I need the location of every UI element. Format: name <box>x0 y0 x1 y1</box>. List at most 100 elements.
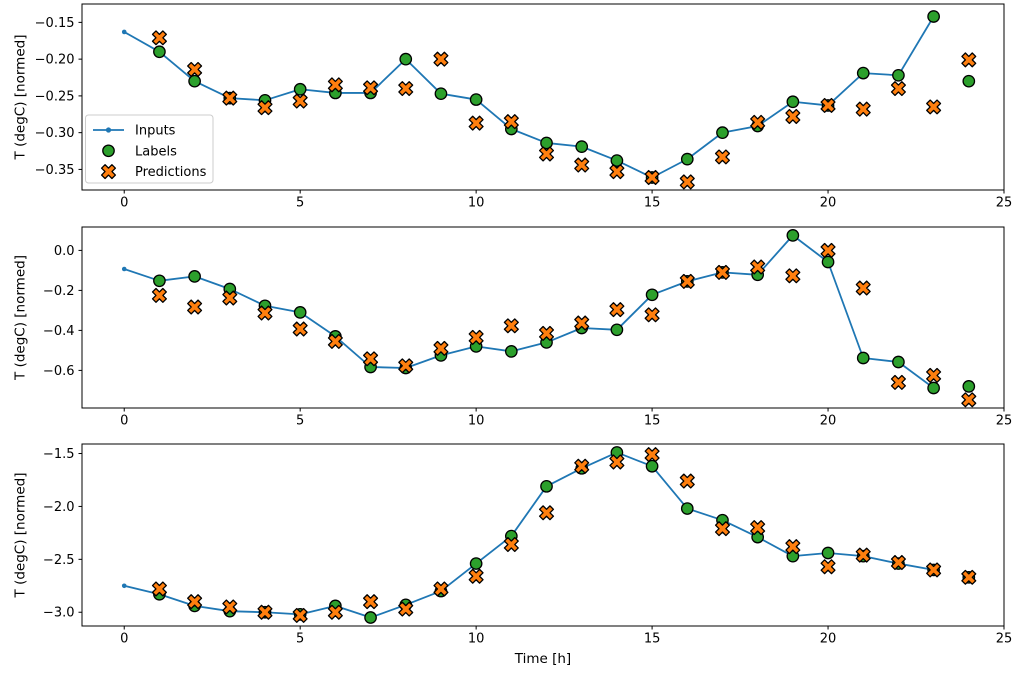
prediction-point <box>222 90 238 106</box>
y-tick-label: −2.5 <box>43 553 75 568</box>
inputs-line <box>123 234 935 389</box>
x-tick-label: 15 <box>644 632 661 647</box>
prediction-point <box>820 559 836 575</box>
input-point <box>121 29 127 35</box>
prediction-point <box>292 321 308 337</box>
plot-frame <box>81 3 1005 191</box>
prediction-point <box>855 101 871 117</box>
label-point <box>716 126 729 140</box>
prediction-point <box>926 99 942 115</box>
prediction-point <box>538 325 555 341</box>
prediction-point <box>257 604 273 620</box>
legend-item-label: Predictions <box>135 165 207 180</box>
prediction-point <box>714 521 731 537</box>
y-tick-label: −0.4 <box>43 324 75 339</box>
label-point <box>575 140 589 153</box>
label-point <box>892 355 905 369</box>
prediction-point <box>363 351 379 367</box>
input-point <box>121 266 127 272</box>
prediction-point <box>679 273 695 289</box>
prediction-point <box>644 169 660 186</box>
prediction-point <box>785 108 801 125</box>
y-axis-ticks: −0.15 −0.20 −0.25 −0.30 −0.35 <box>35 16 82 178</box>
x-tick-label: 25 <box>996 196 1013 211</box>
label-point <box>821 255 835 269</box>
label-point <box>293 306 307 319</box>
x-tick-label: 20 <box>820 414 837 429</box>
x-tick-label: 10 <box>468 632 485 647</box>
prediction-point <box>750 114 766 130</box>
y-axis-ticks: −1.5 −2.0 −2.5 −3.0 <box>43 447 82 621</box>
prediction-point <box>644 307 660 323</box>
label-point <box>153 274 166 288</box>
prediction-point <box>714 264 731 280</box>
prediction-point <box>714 149 731 165</box>
prediction-point <box>257 100 273 116</box>
x-tick-label: 20 <box>820 632 837 647</box>
prediction-point <box>398 358 414 374</box>
input-point <box>121 583 127 589</box>
legend-labels-marker <box>102 144 115 158</box>
y-tick-label: −0.20 <box>35 53 75 68</box>
y-tick-label: −0.30 <box>35 126 75 141</box>
prediction-point <box>574 315 590 331</box>
prediction-point <box>538 146 555 162</box>
prediction-point <box>679 174 695 190</box>
y-axis-label: T (degC) [normed] <box>13 35 29 161</box>
prediction-point <box>433 581 449 597</box>
label-point <box>469 557 483 570</box>
plot-frame <box>81 443 1005 627</box>
label-point <box>188 74 201 88</box>
label-point <box>610 323 624 337</box>
predictions-markers <box>151 447 977 623</box>
x-tick-label: 25 <box>996 632 1013 647</box>
prediction-point <box>398 81 414 97</box>
label-point <box>821 546 835 560</box>
label-point <box>610 154 624 167</box>
label-point <box>856 66 870 80</box>
prediction-point <box>820 97 836 113</box>
prediction-point <box>820 242 836 258</box>
prediction-point <box>785 539 801 555</box>
x-tick-label: 0 <box>120 414 128 429</box>
prediction-point <box>961 569 977 585</box>
inputs-path <box>123 234 935 389</box>
prediction-point <box>679 473 695 489</box>
prediction-point <box>151 581 167 597</box>
prediction-point <box>855 547 871 563</box>
prediction-point <box>644 447 660 463</box>
x-axis-ticks: 0 5 10 15 20 25 <box>120 626 1012 647</box>
subplot-2: 0 5 10 15 20 25 0.0 −0.2 −0.4 −0.6 T (degC) [norme… <box>13 226 1012 429</box>
prediction-point <box>187 594 203 610</box>
y-tick-label: −0.35 <box>35 163 75 178</box>
prediction-point <box>327 333 343 349</box>
prediction-point <box>609 302 625 318</box>
label-point <box>188 270 201 283</box>
prediction-point <box>750 520 766 536</box>
prediction-point <box>398 601 414 617</box>
inputs-markers <box>121 450 936 620</box>
prediction-point <box>433 340 449 356</box>
inputs-markers <box>121 233 936 391</box>
x-tick-label: 15 <box>644 196 661 211</box>
prediction-point <box>151 287 167 303</box>
prediction-point <box>855 280 871 296</box>
legend-predictions-marker <box>100 164 117 180</box>
label-point <box>927 10 940 23</box>
prediction-point <box>292 93 308 109</box>
subplot-1: 0 5 10 15 20 25 −0.15 −0.20 −0.25 −0.30 −0.35 T (de… <box>13 3 1013 211</box>
x-tick-label: 20 <box>820 196 837 211</box>
label-point <box>786 229 800 242</box>
prediction-point <box>327 604 343 620</box>
x-tick-label: 5 <box>296 632 304 647</box>
label-point <box>645 459 659 473</box>
prediction-point <box>151 30 167 46</box>
label-point <box>962 380 976 393</box>
x-tick-label: 0 <box>120 632 128 647</box>
prediction-point <box>433 51 449 67</box>
prediction-point <box>574 458 590 474</box>
legend-item: Labels <box>102 144 177 159</box>
x-tick-label: 10 <box>468 196 485 211</box>
